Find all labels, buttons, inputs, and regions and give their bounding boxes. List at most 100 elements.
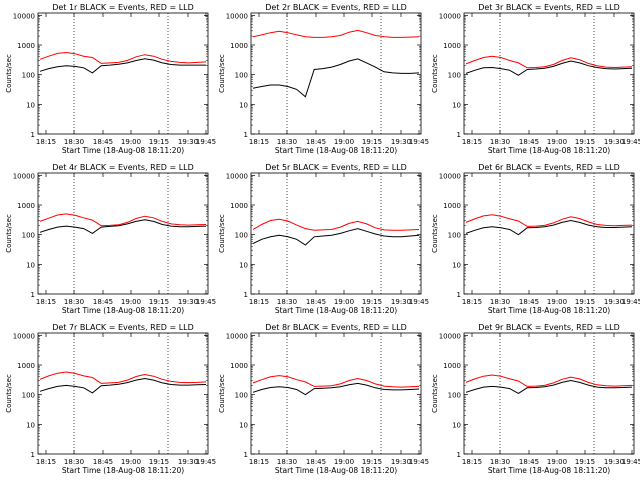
x-tick-label: 18:30 [277,138,297,146]
x-tick-label: 18:15 [249,298,269,306]
y-tick-label: 10 [452,261,461,269]
detector-chart-4: Det 4r BLACK = Events, RED = LLD 1 10 100 10… [5,163,216,315]
x-tick-label: 19:15 [149,138,169,146]
x-axis-label: Start Time (18-Aug-08 18:11:20) [488,146,610,155]
series-line-events [465,60,633,76]
y-tick-label: 10000 [13,172,35,180]
series-line-lld [39,213,207,227]
y-tick-label: 1 [457,451,461,459]
x-tick-label: 19:15 [149,298,169,306]
y-tick-label: 1000 [17,362,35,370]
y-tick-label: 1000 [230,202,248,210]
y-tick-label: 100 [22,72,35,80]
series-line-events [465,379,633,394]
x-tick-label: 18:45 [306,298,326,306]
y-tick-label: 1 [244,451,248,459]
x-tick-label: 18:15 [36,458,56,466]
y-tick-label: 100 [235,72,248,80]
series-line-events [465,219,633,236]
x-tick-label: 18:45 [93,138,113,146]
detector-chart-1: Det 1r BLACK = Events, RED = LLD 1 10 100 10… [5,3,216,155]
chart-title: Det 7r BLACK = Events, RED = LLD [52,323,194,332]
plot-frame [463,12,635,135]
y-tick-label: 100 [235,232,248,240]
x-tick-label: 19:15 [149,458,169,466]
x-tick-label: 18:15 [462,138,482,146]
y-axis-label: Counts/sec [5,54,13,93]
series-line-lld [465,55,633,69]
x-tick-label: 19:45 [409,298,429,306]
y-axis-label: Counts/sec [218,374,226,413]
y-tick-label: 100 [448,232,461,240]
x-tick-label: 18:45 [519,458,539,466]
x-tick-label: 18:30 [64,298,84,306]
x-tick-label: 18:15 [462,298,482,306]
x-tick-label: 19:30 [178,458,198,466]
y-tick-label: 1 [31,291,35,299]
x-tick-label: 18:30 [490,458,510,466]
x-tick-label: 19:30 [178,298,198,306]
x-axis-label: Start Time (18-Aug-08 18:11:20) [62,466,184,475]
plot-frame [37,172,209,295]
x-tick-label: 18:30 [490,298,510,306]
series-line-events [39,219,207,234]
x-tick-label: 19:00 [334,458,354,466]
y-tick-label: 100 [235,392,248,400]
x-tick-label: 19:00 [121,138,141,146]
x-tick-label: 18:15 [36,138,56,146]
x-tick-label: 18:45 [519,298,539,306]
x-tick-label: 19:30 [604,138,624,146]
x-tick-label: 19:00 [547,458,567,466]
y-tick-label: 1 [457,291,461,299]
y-tick-label: 10000 [439,332,461,340]
y-tick-label: 10000 [13,12,35,20]
x-tick-label: 19:45 [196,458,216,466]
y-tick-label: 1000 [443,42,461,50]
x-tick-label: 19:15 [362,138,382,146]
y-tick-label: 10000 [226,172,248,180]
y-axis-label: Counts/sec [218,54,226,93]
x-axis-label: Start Time (18-Aug-08 18:11:20) [275,306,397,315]
x-tick-label: 18:30 [64,138,84,146]
x-axis-label: Start Time (18-Aug-08 18:11:20) [275,146,397,155]
y-tick-label: 10 [452,421,461,429]
detector-chart-6: Det 6r BLACK = Events, RED = LLD 1 10 100 10… [431,163,640,315]
series-line-lld [39,51,207,64]
series-line-events [39,58,206,74]
x-tick-label: 18:30 [490,138,510,146]
x-tick-label: 19:00 [547,298,567,306]
series-line-lld [252,375,420,388]
x-tick-label: 18:45 [93,298,113,306]
y-tick-label: 1 [31,451,35,459]
y-axis-label: Counts/sec [5,214,13,253]
x-tick-label: 19:30 [391,458,411,466]
chart-title: Det 4r BLACK = Events, RED = LLD [52,163,194,172]
series-line-events [252,58,420,98]
y-tick-label: 10 [239,101,248,109]
x-axis-label: Start Time (18-Aug-08 18:11:20) [62,146,184,155]
y-tick-label: 10 [26,421,35,429]
x-tick-label: 19:15 [575,458,595,466]
x-tick-label: 19:00 [121,458,141,466]
y-tick-label: 1000 [443,362,461,370]
x-tick-label: 19:30 [178,138,198,146]
series-line-lld [465,214,633,227]
x-tick-label: 19:45 [622,458,640,466]
series-line-lld [252,218,420,231]
x-tick-label: 18:45 [306,458,326,466]
y-axis-label: Counts/sec [431,374,439,413]
y-axis-label: Counts/sec [5,374,13,413]
x-tick-label: 19:00 [547,138,567,146]
series-line-events [39,377,207,394]
plot-frame [463,332,635,455]
series-line-lld [252,29,420,38]
x-axis-label: Start Time (18-Aug-08 18:11:20) [488,306,610,315]
y-tick-label: 1000 [230,42,248,50]
y-tick-label: 10 [452,101,461,109]
x-tick-label: 19:15 [575,138,595,146]
x-tick-label: 19:45 [409,138,429,146]
x-tick-label: 19:30 [391,138,411,146]
detector-chart-5: Det 5r BLACK = Events, RED = LLD 1 10 100 10… [218,163,429,315]
y-tick-label: 1 [244,131,248,139]
chart-title: Det 6r BLACK = Events, RED = LLD [478,163,620,172]
